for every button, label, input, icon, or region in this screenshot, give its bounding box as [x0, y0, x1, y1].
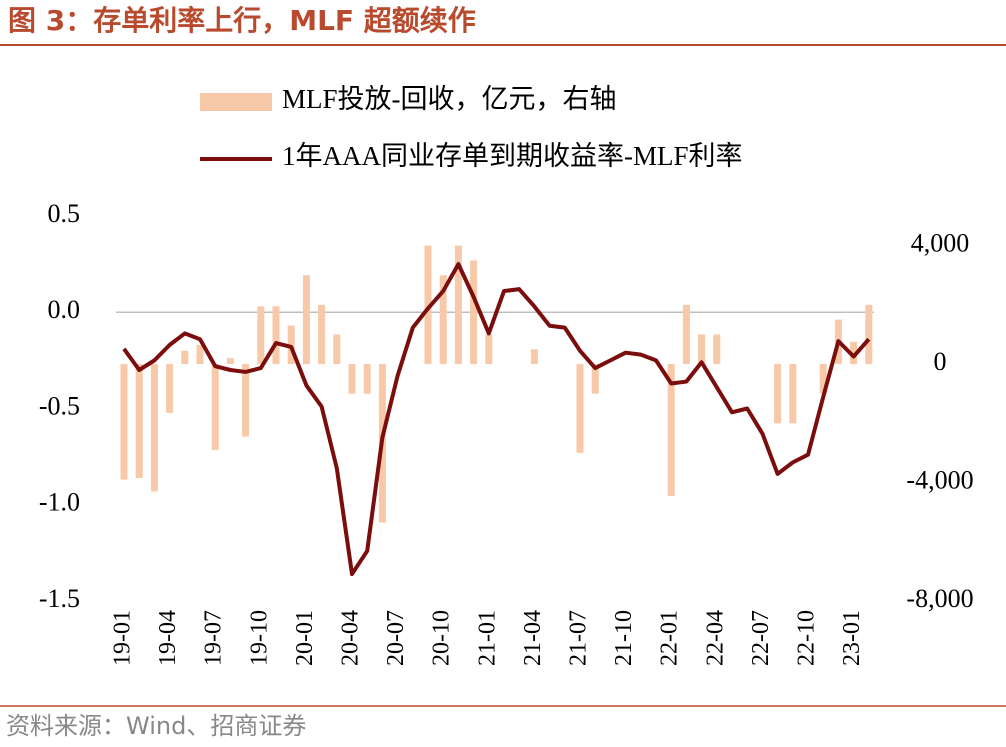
bar	[530, 349, 538, 365]
bar	[135, 364, 143, 479]
x-tick-label: 21-01	[474, 610, 500, 666]
chart-title: 图 3：存单利率上行，MLF 超额续作	[8, 4, 476, 37]
bar	[348, 364, 356, 394]
y-tick-label: -0.5	[39, 391, 80, 420]
bar	[272, 306, 280, 365]
x-tick-label: 19-07	[201, 610, 227, 666]
bar	[211, 364, 219, 450]
bar	[774, 364, 782, 424]
line	[122, 262, 871, 577]
x-tick-label: 20-04	[338, 610, 364, 666]
legend-swatch	[200, 93, 272, 111]
x-tick-label: 20-10	[429, 610, 455, 666]
bar	[287, 325, 295, 365]
y2-tick-label: 4,000	[911, 229, 970, 258]
bar	[698, 334, 706, 365]
bar	[819, 364, 827, 394]
x-tick-label: 21-07	[566, 610, 592, 666]
bar	[865, 304, 873, 365]
y-tick-label: -1.0	[39, 488, 80, 517]
bar	[485, 334, 493, 365]
x-tick-label: 19-01	[110, 610, 136, 666]
bar	[120, 364, 128, 480]
x-tick-label: 21-04	[520, 610, 546, 666]
bar	[576, 364, 584, 453]
bar	[363, 364, 371, 394]
bar	[850, 341, 858, 365]
bar	[424, 245, 432, 365]
y-tick-label: -1.5	[39, 584, 80, 613]
bar	[713, 334, 721, 365]
bar	[150, 364, 158, 492]
bar	[667, 364, 675, 496]
x-tick-label: 23-01	[839, 610, 865, 666]
bar	[333, 334, 341, 365]
x-tick-label: 19-04	[155, 610, 181, 666]
x-tick-label: 20-07	[383, 610, 409, 666]
x-tick-label: 21-10	[611, 610, 637, 666]
bar	[196, 344, 204, 365]
bar	[226, 358, 234, 365]
y2-tick-label: -4,000	[906, 466, 973, 495]
bar	[591, 364, 599, 394]
bar	[166, 364, 174, 413]
bar	[318, 304, 326, 365]
bar	[470, 260, 478, 365]
x-tick-label: 20-01	[292, 610, 318, 666]
bar	[789, 364, 797, 424]
x-tick-label: 22-10	[794, 610, 820, 666]
y-tick-label: 0.0	[48, 295, 81, 324]
x-tick-label: 22-04	[702, 610, 728, 666]
x-tick-label: 19-10	[246, 610, 272, 666]
legend-label: MLF投放-回收，亿元，右轴	[282, 84, 617, 114]
y2-tick-label: -8,000	[906, 584, 973, 613]
y2-tick-label: 0	[934, 347, 947, 376]
x-tick-label: 22-07	[748, 610, 774, 666]
source: 资料来源：Wind、招商证券	[6, 712, 306, 740]
bar	[682, 304, 690, 365]
bar	[242, 364, 250, 437]
bar	[302, 275, 310, 365]
bar	[257, 306, 265, 365]
y-tick-label: 0.5	[48, 199, 81, 228]
x-tick-label: 22-01	[657, 610, 683, 666]
bar	[439, 275, 447, 365]
bar	[454, 245, 462, 365]
legend-label: 1年AAA同业存单到期收益率-MLF利率	[282, 141, 743, 171]
bar	[181, 350, 189, 365]
